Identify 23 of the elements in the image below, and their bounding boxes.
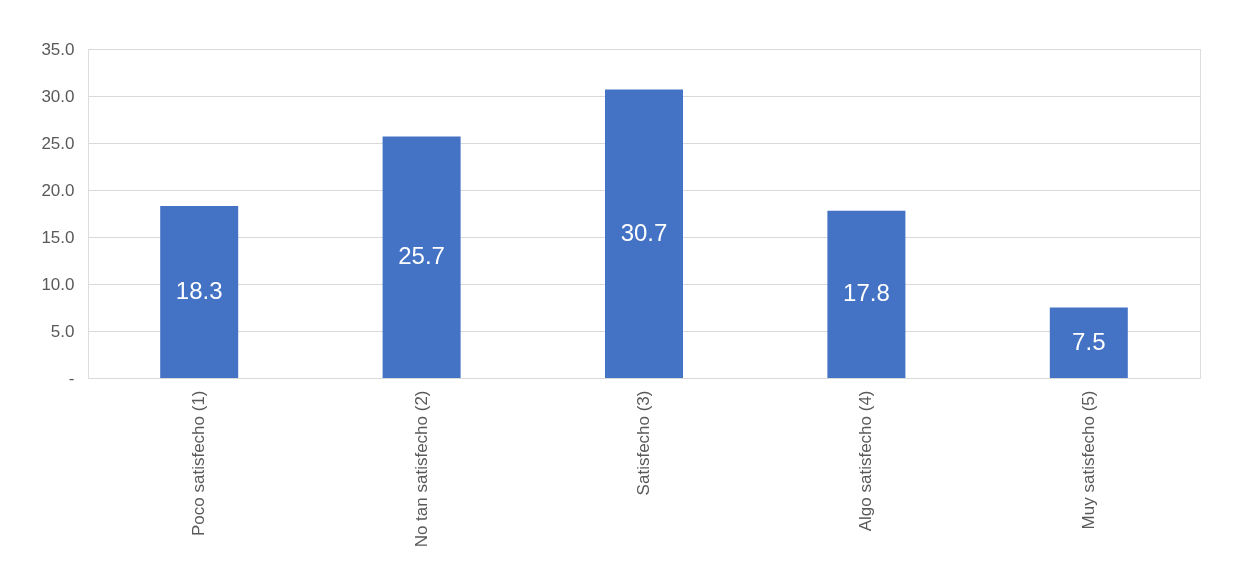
bar [827, 210, 906, 378]
y-tick-label: 35.0 [41, 39, 75, 59]
data-label: 18.3 [175, 276, 223, 304]
y-tick-label: 5.0 [50, 321, 75, 341]
x-tick-label: Muy satisfecho (5) [1078, 390, 1098, 530]
data-label: 7.5 [1072, 327, 1106, 355]
y-tick-label: 15.0 [41, 227, 75, 247]
bar [605, 89, 683, 378]
y-tick-label: 30.0 [41, 86, 75, 106]
x-tick-label: Satisfecho (3) [634, 390, 653, 496]
x-tick-label: No tan satisfecho (2) [411, 390, 431, 548]
x-tick-label: Poco satisfecho (1) [189, 390, 209, 537]
data-label: 17.8 [843, 279, 890, 307]
y-tick-label: 10.0 [41, 274, 75, 294]
data-label: 25.7 [398, 242, 445, 270]
bar [382, 136, 461, 378]
x-tick-label: Algo satisfecho (4) [856, 390, 876, 532]
y-tick-label: - [68, 368, 75, 388]
y-tick-label: 25.0 [41, 133, 75, 153]
bar [1049, 307, 1128, 378]
data-label: 30.7 [620, 218, 668, 246]
y-tick-label: 20.0 [41, 180, 75, 200]
bar [160, 205, 239, 378]
